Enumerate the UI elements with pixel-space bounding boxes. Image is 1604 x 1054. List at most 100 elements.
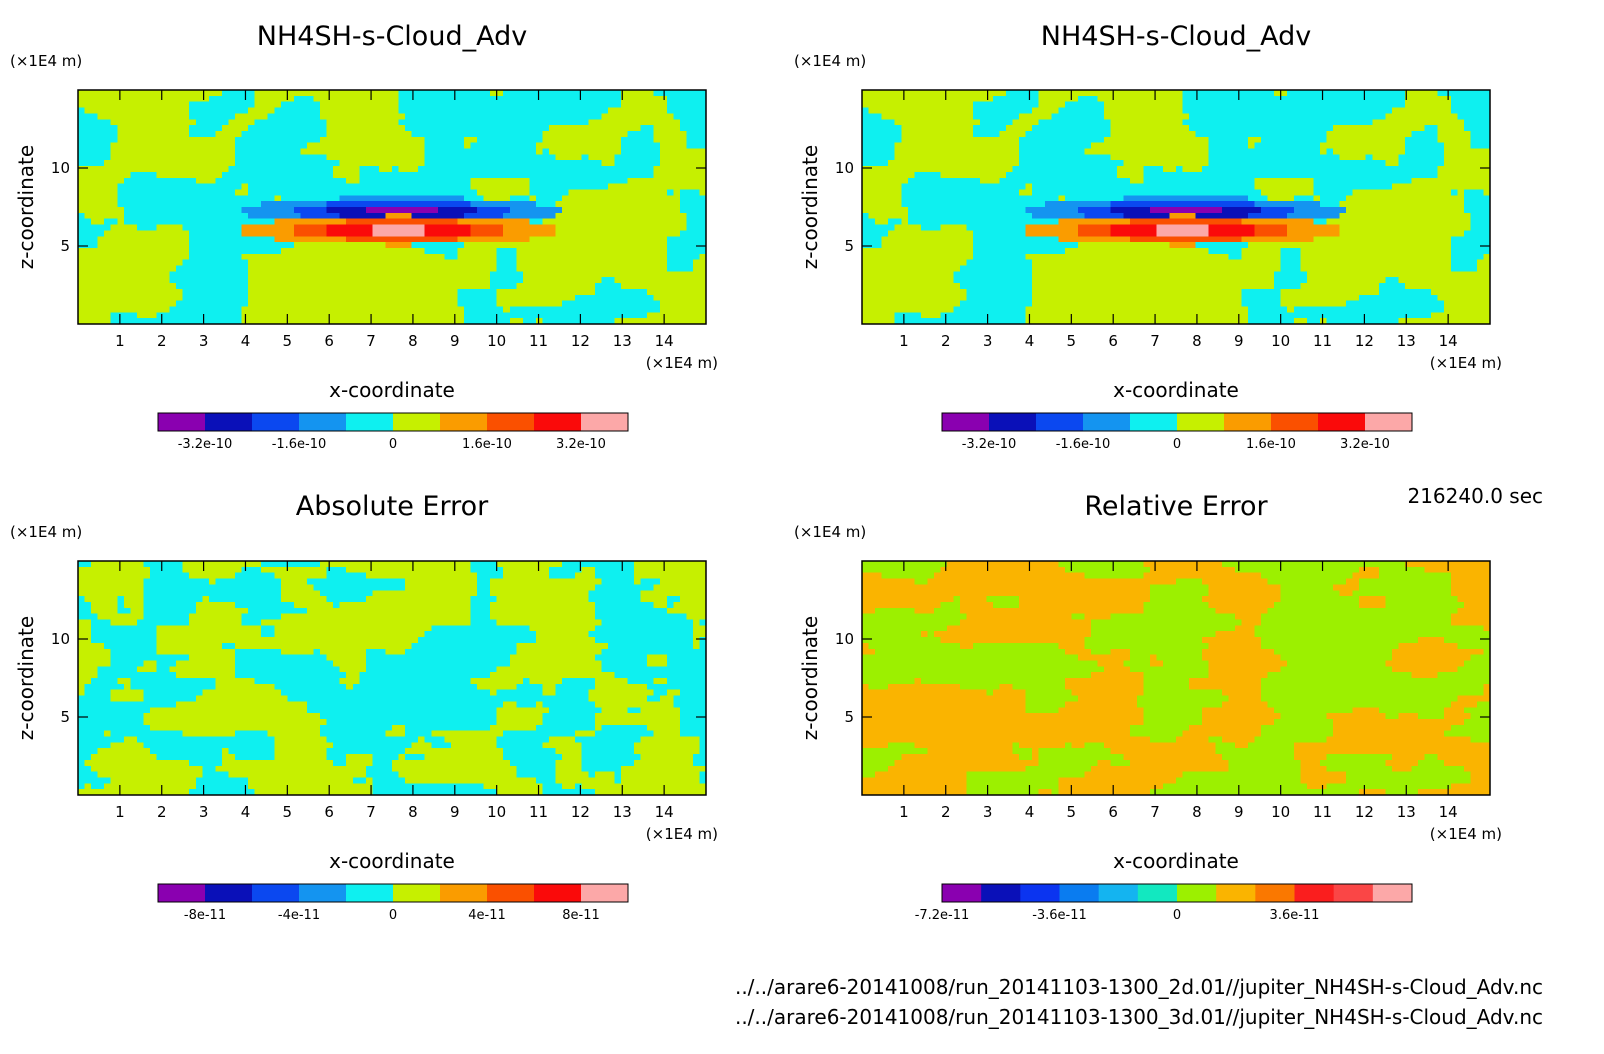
x-tick-label: 12 <box>571 332 590 350</box>
colorbar-tick-label: 3.2e-10 <box>1340 437 1390 452</box>
y-tick-label: 5 <box>844 237 854 255</box>
colorbar-swatch <box>299 413 347 431</box>
colorbar-swatch <box>440 413 488 431</box>
x-tick-label: 9 <box>450 332 460 350</box>
colorbar-swatch <box>1372 884 1413 902</box>
x-tick-label: 13 <box>613 803 632 821</box>
x-tick-label: 13 <box>1397 332 1416 350</box>
colorbar-swatch <box>1177 413 1225 431</box>
colorbar-swatch <box>989 413 1037 431</box>
y-tick-label: 5 <box>60 237 70 255</box>
plot-frame <box>77 560 707 796</box>
colorbar-swatch <box>981 884 1021 902</box>
y-tick-label: 5 <box>60 708 70 726</box>
x-tick-label: 13 <box>1397 803 1416 821</box>
x-tick-label: 5 <box>283 803 293 821</box>
y-axis-label: z-coordinate <box>14 145 38 269</box>
colorbar-swatch <box>440 884 488 902</box>
colorbar-swatch <box>346 884 394 902</box>
x-tick-label: 9 <box>450 803 460 821</box>
x-tick-label: 7 <box>1150 803 1160 821</box>
heatmap-field <box>862 90 1491 325</box>
heatmap-field <box>862 561 1491 796</box>
x-tick-label: 6 <box>324 332 334 350</box>
x-unit-label: (×1E4 m) <box>646 354 718 372</box>
x-tick-label: 6 <box>324 803 334 821</box>
y-unit-label: (×1E4 m) <box>10 523 82 541</box>
x-axis-label: x-coordinate <box>1113 378 1239 402</box>
plot-frame <box>77 89 707 325</box>
x-tick-label: 4 <box>241 803 251 821</box>
y-tick-label: 10 <box>51 630 70 648</box>
colorbar-swatch <box>1216 884 1256 902</box>
x-tick-label: 1 <box>115 803 125 821</box>
x-tick-label: 7 <box>366 332 376 350</box>
colorbar-frame <box>941 883 1413 903</box>
colorbar-swatch <box>1098 884 1139 902</box>
x-tick-label: 3 <box>199 332 209 350</box>
colorbar-tick-label: -1.6e-10 <box>272 437 327 452</box>
y-tick-label: 10 <box>835 159 854 177</box>
x-tick-label: 12 <box>1355 803 1374 821</box>
x-tick-label: 6 <box>1108 803 1118 821</box>
footer-path-2: ../../arare6-20141008/run_20141103-1300_… <box>735 1005 1543 1029</box>
x-tick-label: 1 <box>899 332 909 350</box>
colorbar-swatch <box>581 884 629 902</box>
colorbar-tick-label: 1.6e-10 <box>1246 437 1296 452</box>
x-tick-label: 13 <box>613 332 632 350</box>
colorbar-tick-label: 0 <box>389 908 397 923</box>
colorbar-swatch <box>534 884 582 902</box>
x-tick-label: 10 <box>1271 332 1290 350</box>
colorbar-swatch <box>942 884 982 902</box>
time-label: 216240.0 sec <box>1407 484 1543 508</box>
heatmap-field <box>78 90 707 325</box>
x-tick-label: 12 <box>571 803 590 821</box>
x-tick-label: 14 <box>655 332 674 350</box>
x-axis-label: x-coordinate <box>329 849 455 873</box>
x-tick-label: 5 <box>1067 332 1077 350</box>
x-tick-label: 8 <box>1192 332 1202 350</box>
x-tick-label: 2 <box>941 803 951 821</box>
x-tick-label: 11 <box>1313 803 1332 821</box>
x-tick-label: 7 <box>366 803 376 821</box>
plot-frame <box>861 560 1491 796</box>
y-axis-label: z-coordinate <box>798 145 822 269</box>
colorbar-tick-label: 0 <box>1173 908 1181 923</box>
colorbar-swatch <box>393 413 441 431</box>
x-tick-label: 3 <box>199 803 209 821</box>
y-axis-label: z-coordinate <box>798 616 822 740</box>
x-unit-label: (×1E4 m) <box>646 825 718 843</box>
x-tick-label: 8 <box>408 332 418 350</box>
panel-p4: Relative Error(×1E4 m)(×1E4 m)1 2 3 4 5 6 7 8 9 1… <box>794 491 1502 923</box>
colorbar-swatch <box>487 413 535 431</box>
colorbar-swatch <box>299 884 347 902</box>
y-tick-label: 10 <box>51 159 70 177</box>
colorbar-swatch <box>252 413 300 431</box>
colorbar-swatch <box>1318 413 1366 431</box>
x-tick-label: 8 <box>408 803 418 821</box>
colorbar-swatch <box>1137 884 1178 902</box>
x-tick-label: 3 <box>983 332 993 350</box>
colorbar-swatch <box>1224 413 1272 431</box>
colorbar-swatch <box>393 884 441 902</box>
x-tick-label: 11 <box>529 332 548 350</box>
panel-title: NH4SH-s-Cloud_Adv <box>257 21 527 52</box>
x-unit-label: (×1E4 m) <box>1430 825 1502 843</box>
colorbar-tick-label: -3.6e-11 <box>1032 908 1087 923</box>
colorbar-frame <box>157 883 629 903</box>
x-tick-label: 4 <box>241 332 251 350</box>
colorbar-swatch <box>1333 884 1374 902</box>
colorbar-swatch <box>205 413 253 431</box>
colorbar-swatch <box>1271 413 1319 431</box>
colorbar-swatch <box>581 413 629 431</box>
colorbar-tick-label: 8e-11 <box>562 908 600 923</box>
panel-p3: Absolute Error(×1E4 m)(×1E4 m)1 2 3 4 5 6 7 8 9 1… <box>10 491 718 923</box>
x-tick-label: 7 <box>1150 332 1160 350</box>
colorbar-swatch <box>158 413 206 431</box>
x-tick-label: 1 <box>899 803 909 821</box>
x-unit-label: (×1E4 m) <box>1430 354 1502 372</box>
y-tick-label: 10 <box>835 630 854 648</box>
plot-frame <box>861 89 1491 325</box>
colorbar-swatch <box>1255 884 1295 902</box>
